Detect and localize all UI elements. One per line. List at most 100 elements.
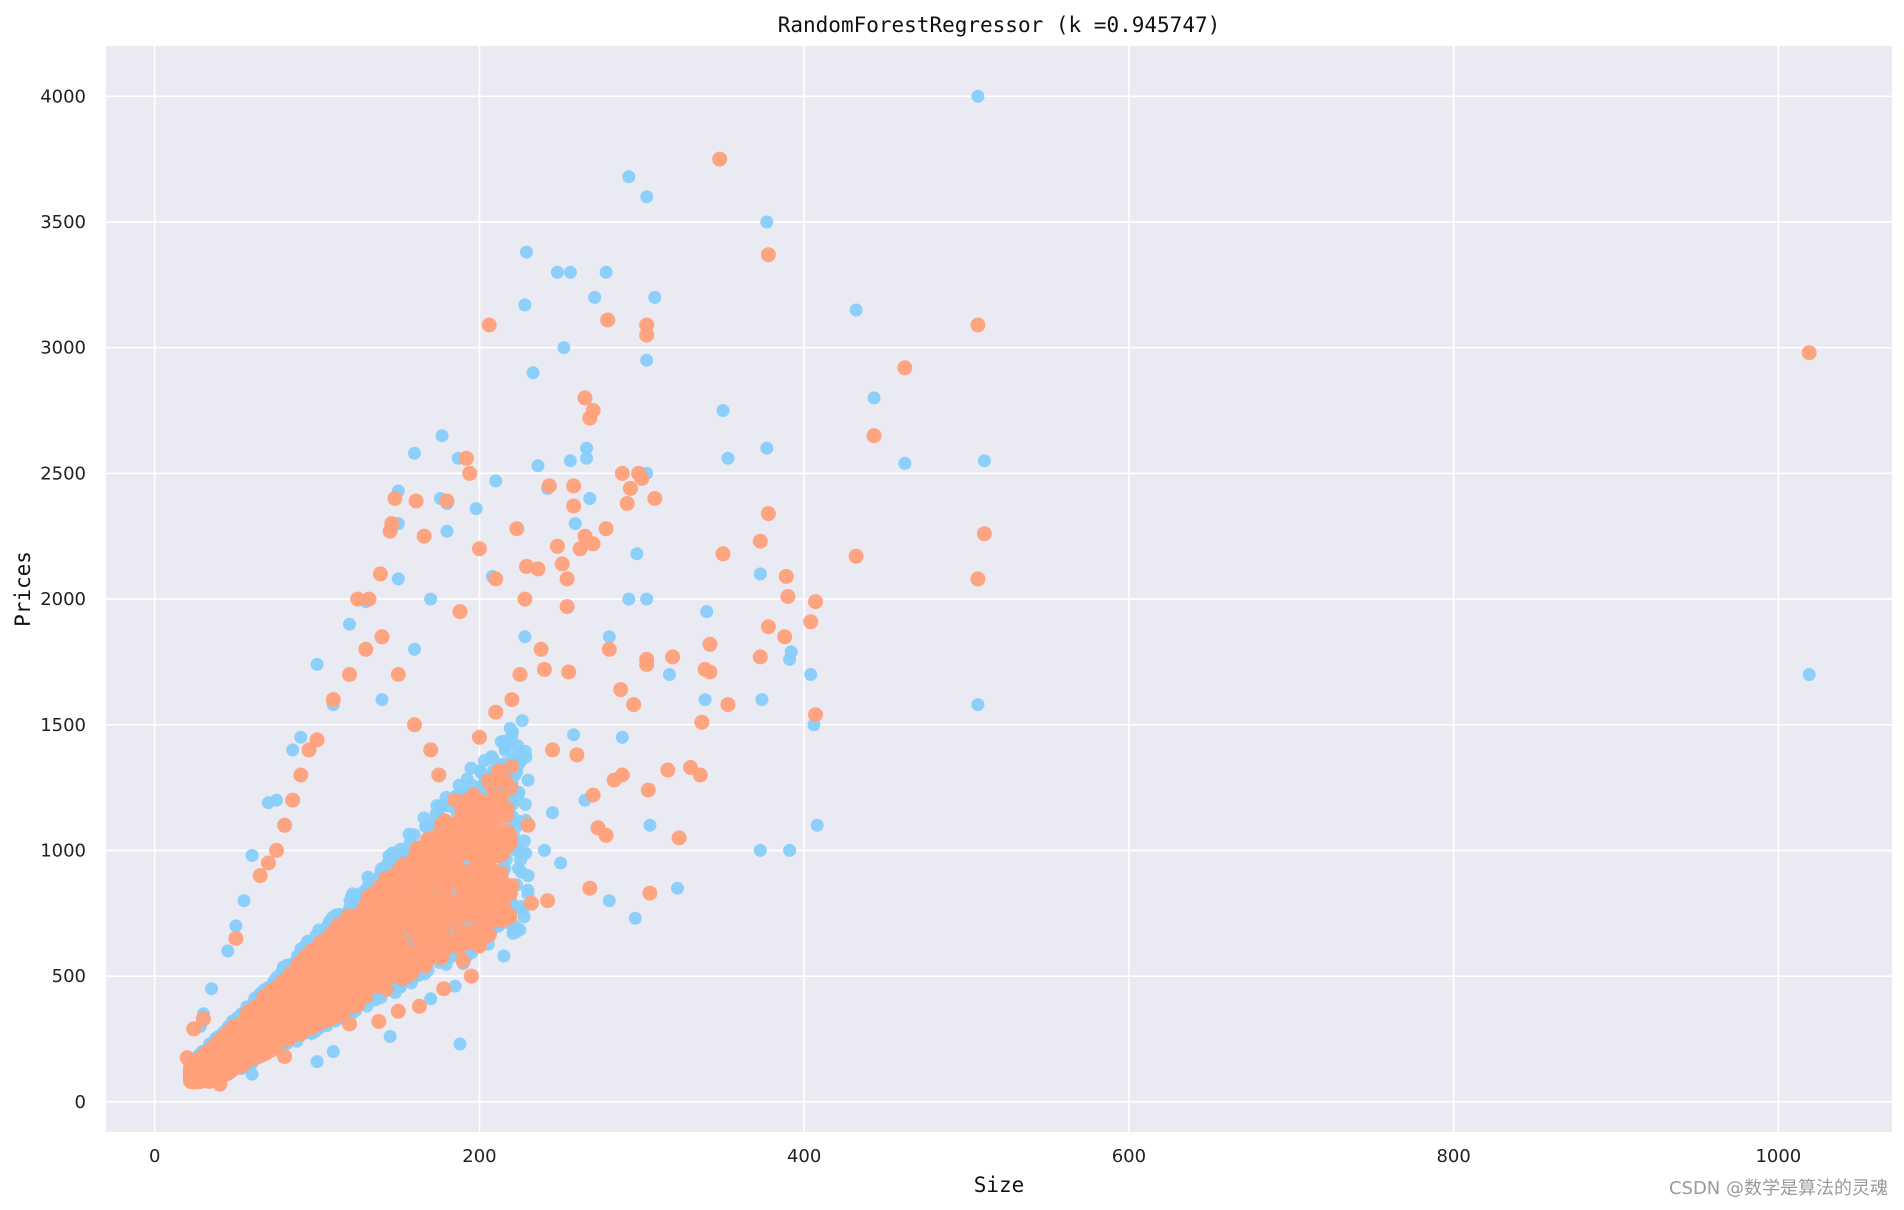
data-point xyxy=(504,692,520,708)
data-point xyxy=(1802,668,1816,681)
data-point xyxy=(440,524,454,538)
data-point xyxy=(599,265,613,279)
data-point xyxy=(390,1003,406,1019)
data-point xyxy=(572,541,588,557)
x-tick-label: 800 xyxy=(1436,1146,1470,1167)
data-point xyxy=(642,885,658,901)
data-point xyxy=(310,657,324,671)
data-point xyxy=(613,682,629,698)
data-point xyxy=(760,441,774,455)
data-point xyxy=(849,303,863,317)
data-point xyxy=(315,989,331,1005)
data-point xyxy=(519,846,533,860)
data-point xyxy=(342,667,357,682)
data-point xyxy=(354,989,370,1005)
data-point xyxy=(186,1021,202,1037)
data-point xyxy=(671,881,684,895)
data-point xyxy=(867,391,881,405)
data-point xyxy=(458,841,474,857)
data-point xyxy=(585,787,601,803)
data-point xyxy=(499,910,515,926)
data-point xyxy=(460,772,474,786)
data-point xyxy=(485,750,498,764)
data-point xyxy=(521,869,535,883)
data-point xyxy=(229,919,243,933)
x-axis-ticks: 0 200 400 600 800 1000 xyxy=(149,1146,1801,1167)
data-point xyxy=(590,820,606,836)
data-point xyxy=(511,746,525,760)
y-tick-label: 1500 xyxy=(40,715,86,736)
data-point xyxy=(471,541,487,557)
data-point xyxy=(212,1076,228,1092)
data-point xyxy=(540,893,556,909)
data-point xyxy=(403,949,419,965)
data-point xyxy=(343,617,356,631)
data-point xyxy=(277,817,293,833)
data-point xyxy=(971,89,985,103)
data-point xyxy=(376,878,392,894)
data-point xyxy=(780,589,796,604)
data-point xyxy=(260,855,276,871)
y-tick-label: 500 xyxy=(52,966,86,987)
data-point xyxy=(530,561,546,577)
data-point xyxy=(626,697,642,713)
data-point xyxy=(622,170,636,184)
data-point xyxy=(848,548,864,564)
x-tick-label: 600 xyxy=(1112,1146,1146,1167)
data-point xyxy=(866,428,882,444)
data-point xyxy=(662,668,676,681)
data-point xyxy=(550,265,564,279)
data-point xyxy=(783,843,797,857)
data-point xyxy=(421,952,437,968)
data-point xyxy=(600,312,616,328)
data-point xyxy=(305,945,321,961)
data-point xyxy=(628,911,642,925)
data-point xyxy=(407,717,422,733)
data-point xyxy=(375,693,389,707)
data-point xyxy=(335,1004,351,1020)
data-point xyxy=(640,353,654,367)
data-point xyxy=(408,493,424,509)
data-point xyxy=(517,910,531,924)
data-point xyxy=(303,1019,319,1035)
data-point xyxy=(259,1038,275,1054)
data-point xyxy=(533,641,549,657)
data-point xyxy=(517,591,533,607)
data-point xyxy=(269,990,285,1006)
data-point xyxy=(549,538,565,554)
data-point xyxy=(614,465,630,481)
data-point xyxy=(583,492,597,505)
data-point xyxy=(602,630,616,644)
data-point xyxy=(568,517,582,531)
data-point xyxy=(195,1011,211,1027)
data-point xyxy=(515,714,529,728)
data-point xyxy=(436,981,452,997)
data-point xyxy=(393,942,409,958)
data-point xyxy=(480,806,496,821)
data-point xyxy=(647,491,663,506)
data-point xyxy=(277,1049,293,1065)
data-point xyxy=(358,641,374,657)
data-point xyxy=(431,767,447,783)
data-point xyxy=(463,968,479,984)
data-point xyxy=(640,190,654,204)
data-point xyxy=(382,919,398,935)
data-point xyxy=(310,1055,324,1069)
data-point xyxy=(716,404,730,417)
x-tick-label: 0 xyxy=(149,1146,160,1167)
data-point xyxy=(702,664,718,680)
data-point xyxy=(630,547,644,561)
data-point xyxy=(519,558,534,574)
data-point xyxy=(452,896,468,912)
data-point xyxy=(577,528,593,544)
data-point xyxy=(303,981,319,997)
data-point xyxy=(372,895,388,911)
data-point xyxy=(290,974,306,989)
data-point xyxy=(261,1002,276,1018)
data-point xyxy=(341,959,357,975)
data-point xyxy=(582,880,598,896)
data-point xyxy=(399,887,415,903)
data-point xyxy=(752,533,768,549)
y-tick-label: 3500 xyxy=(40,212,86,233)
